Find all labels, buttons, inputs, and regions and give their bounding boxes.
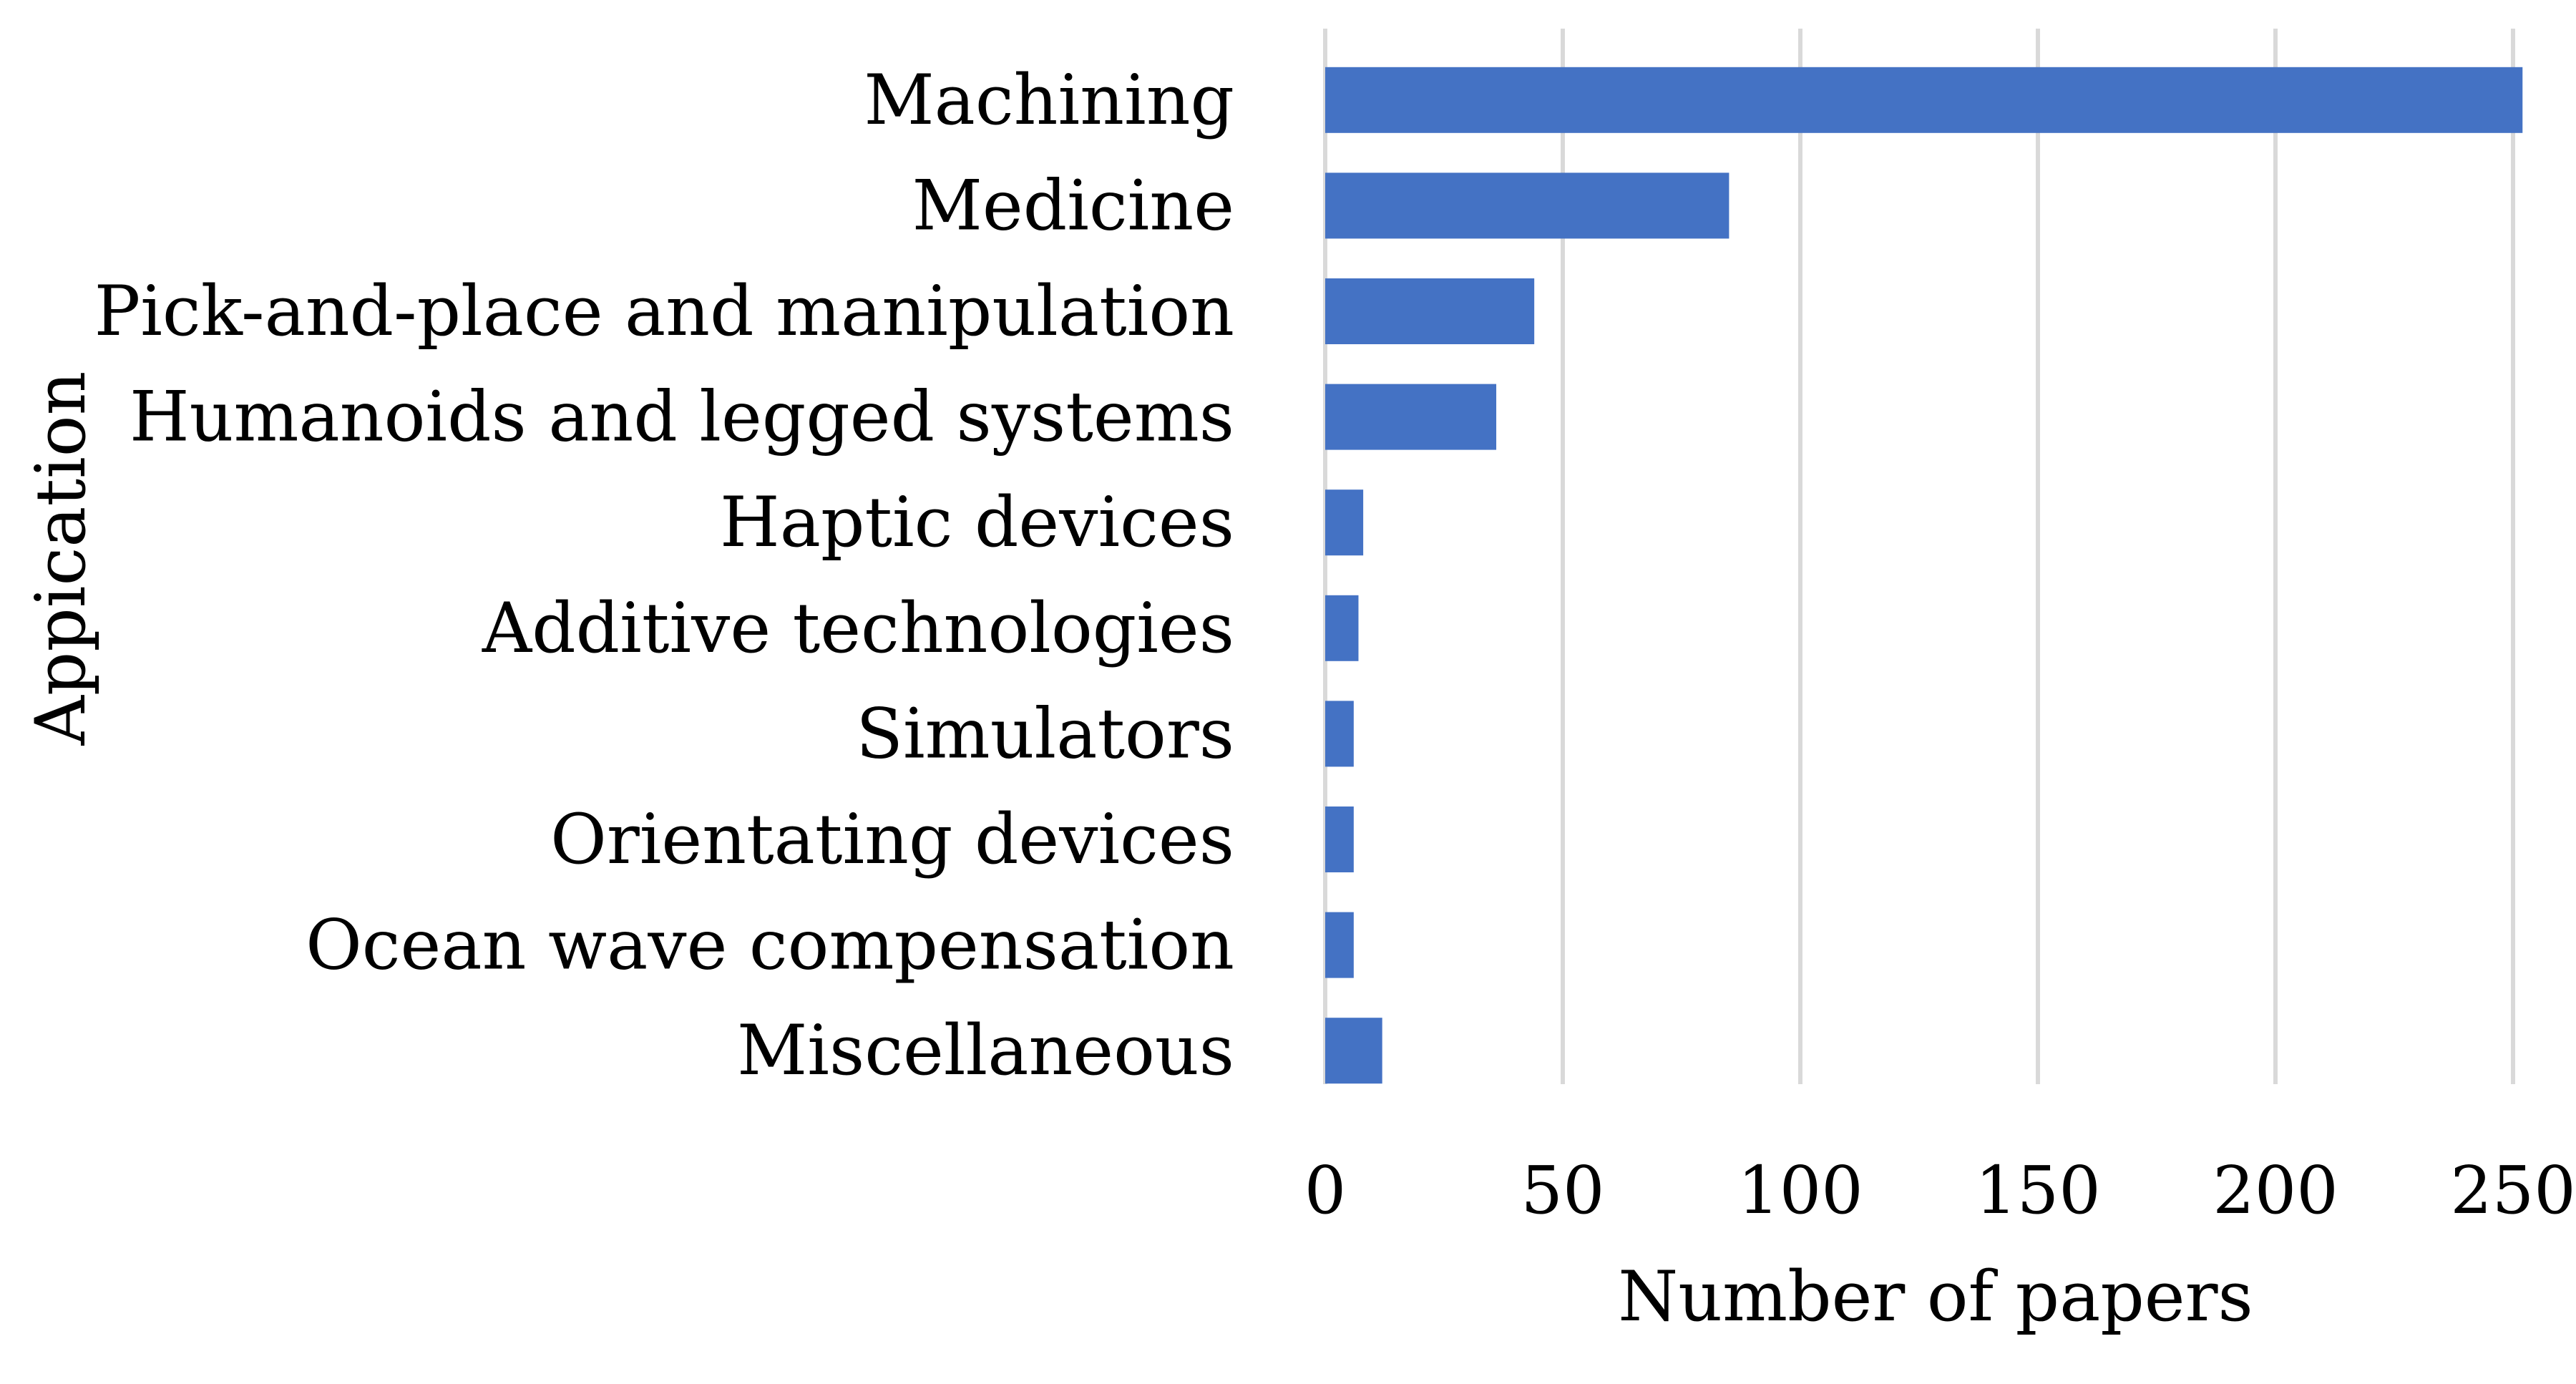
category-label-pick-and-place-and-manipulation: Pick-and-place and manipulation xyxy=(94,271,1234,351)
bar-machining xyxy=(1325,67,2523,133)
x-tick-label-0: 0 xyxy=(1304,1152,1347,1229)
category-label-additive-technologies: Additive technologies xyxy=(482,588,1234,668)
x-tick-label-50: 50 xyxy=(1521,1152,1604,1229)
x-tick-label-100: 100 xyxy=(1737,1152,1863,1229)
category-label-humanoids-and-legged-systems: Humanoids and legged systems xyxy=(130,377,1234,457)
bar-pick-and-place-and-manipulation xyxy=(1325,278,1535,344)
x-tick-label-150: 150 xyxy=(1975,1152,2101,1229)
bar-humanoids-and-legged-systems xyxy=(1325,384,1497,450)
category-labels: Machining Medicine Pick-and-place and mani… xyxy=(94,60,1234,1091)
bar-medicine xyxy=(1325,172,1729,239)
bar-additive-technologies xyxy=(1325,595,1359,661)
bar-orientating-devices xyxy=(1325,806,1354,872)
x-tick-label-250: 250 xyxy=(2450,1152,2576,1229)
category-label-simulators: Simulators xyxy=(856,693,1234,774)
y-axis-title: Appication xyxy=(21,371,101,746)
x-tick-labels: 0 50 100 150 200 250 xyxy=(1304,1152,2576,1229)
x-tick-label-200: 200 xyxy=(2212,1152,2338,1229)
category-label-machining: Machining xyxy=(864,60,1234,140)
bar-ocean-wave-compensation xyxy=(1325,912,1354,978)
category-label-ocean-wave-compensation: Ocean wave compensation xyxy=(306,905,1234,985)
category-label-miscellaneous: Miscellaneous xyxy=(737,1010,1234,1091)
category-label-haptic-devices: Haptic devices xyxy=(720,482,1234,562)
bar-simulators xyxy=(1325,701,1354,767)
category-label-orientating-devices: Orientating devices xyxy=(550,799,1234,879)
bar-haptic-devices xyxy=(1325,489,1364,556)
bars xyxy=(1325,67,2523,1084)
category-label-medicine: Medicine xyxy=(912,165,1234,245)
x-axis-title: Number of papers xyxy=(1618,1257,2253,1337)
bar-miscellaneous xyxy=(1325,1018,1382,1084)
